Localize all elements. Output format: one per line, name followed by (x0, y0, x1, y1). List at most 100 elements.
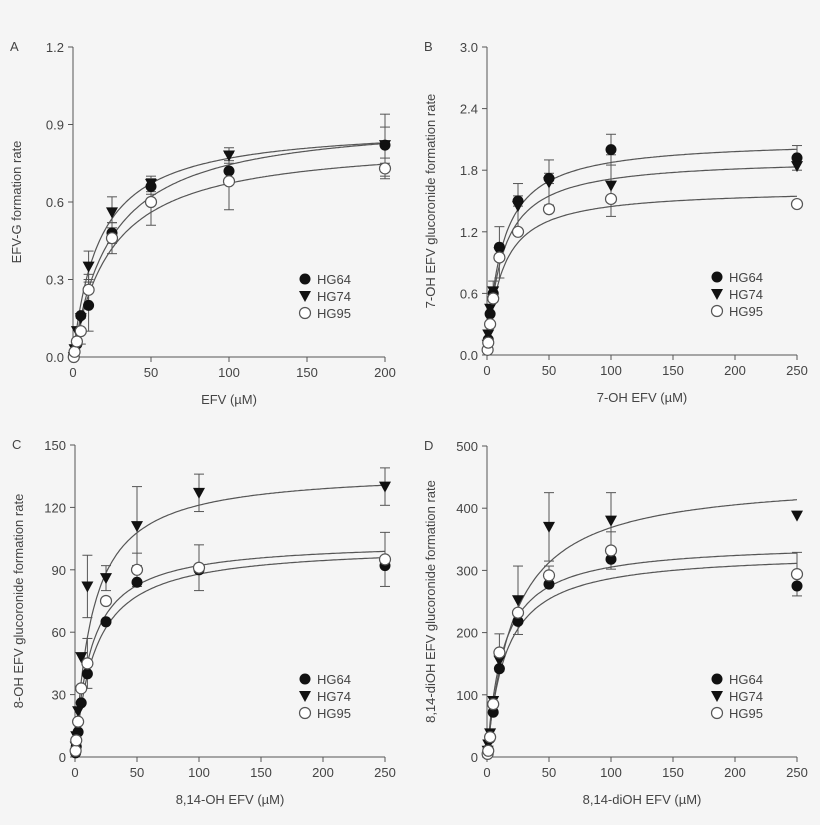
fit-curve-hg95 (486, 552, 798, 758)
marker-hg95 (105, 232, 119, 245)
marker-hg95 (487, 698, 500, 711)
marker-hg95 (69, 744, 82, 757)
y-tick-label: 0.6 (460, 286, 478, 301)
y-tick-label: 100 (456, 688, 478, 703)
x-tick-label: 50 (542, 363, 556, 378)
panel-label: B (424, 39, 433, 54)
x-tick-label: 100 (218, 365, 240, 380)
y-tick-label: 0 (59, 750, 66, 765)
marker-hg74 (299, 691, 311, 702)
legend-label-hg64: HG64 (729, 270, 763, 285)
marker-hg95 (144, 195, 158, 209)
marker-hg74 (100, 573, 112, 585)
marker-hg64 (83, 299, 95, 311)
y-tick-label: 1.2 (460, 225, 478, 240)
marker-hg95 (222, 175, 236, 188)
y-tick-label: 400 (456, 501, 478, 516)
marker-hg95 (82, 283, 95, 296)
x-tick-label: 100 (188, 765, 210, 780)
legend-label-hg74: HG74 (317, 689, 351, 704)
marker-hg74 (605, 515, 617, 527)
marker-hg74 (711, 289, 723, 300)
x-tick-label: 250 (786, 765, 808, 780)
marker-hg74 (711, 691, 723, 702)
marker-hg74 (543, 177, 555, 189)
fit-curve-hg95 (486, 195, 797, 356)
marker-hg74 (193, 487, 205, 499)
marker-hg95 (298, 306, 312, 320)
x-axis-label: 7-OH EFV (µM) (597, 390, 688, 405)
y-tick-label: 150 (44, 438, 66, 453)
x-axis-label: 8,14-OH EFV (µM) (176, 792, 285, 807)
x-tick-label: 100 (600, 765, 622, 780)
marker-hg64 (131, 576, 143, 588)
x-tick-label: 150 (296, 365, 318, 380)
legend-label-hg64: HG64 (729, 672, 763, 687)
marker-hg64 (223, 165, 235, 177)
marker-hg74 (493, 655, 506, 667)
marker-hg74 (512, 595, 524, 607)
marker-hg95 (493, 251, 506, 264)
y-tick-label: 200 (456, 626, 478, 641)
marker-hg95 (710, 304, 724, 318)
y-axis-label: 8-OH EFV glucoronide formation rate (11, 494, 26, 709)
y-tick-label: 1.8 (460, 163, 478, 178)
y-tick-label: 30 (52, 688, 66, 703)
marker-hg74 (131, 521, 143, 533)
marker-hg74 (74, 313, 87, 325)
fit-curve-hg74 (486, 166, 798, 356)
fit-curve-hg74 (74, 484, 386, 758)
marker-hg95 (378, 162, 392, 175)
x-tick-label: 250 (786, 363, 808, 378)
x-tick-label: 200 (312, 765, 334, 780)
marker-hg74 (223, 150, 235, 162)
x-tick-label: 100 (600, 363, 622, 378)
marker-hg64 (605, 553, 617, 565)
marker-hg95 (493, 646, 506, 659)
x-axis-label: 8,14-diOH EFV (µM) (583, 792, 702, 807)
x-tick-label: 150 (250, 765, 272, 780)
marker-hg74 (379, 140, 391, 152)
marker-hg74 (484, 303, 497, 315)
marker-hg95 (511, 606, 525, 619)
marker-hg95 (482, 744, 495, 757)
y-axis-label: 7-OH EFV glucoronide formation rate (423, 94, 438, 309)
x-axis-label: EFV (µM) (201, 392, 257, 407)
y-tick-label: 500 (456, 439, 478, 454)
y-tick-label: 60 (52, 625, 66, 640)
legend-label-hg95: HG95 (729, 706, 763, 721)
marker-hg74 (791, 510, 803, 522)
marker-hg95 (484, 318, 497, 331)
marker-hg95 (378, 553, 392, 566)
x-tick-label: 50 (144, 365, 158, 380)
fit-curve-hg74 (486, 499, 798, 758)
marker-hg74 (106, 207, 118, 219)
marker-hg95 (99, 594, 113, 608)
x-tick-label: 150 (662, 363, 684, 378)
marker-hg64 (75, 697, 87, 709)
legend-label-hg95: HG95 (317, 306, 351, 321)
marker-hg74 (543, 521, 555, 533)
marker-hg64 (711, 271, 723, 283)
y-tick-label: 0.0 (460, 348, 478, 363)
marker-hg74 (512, 201, 524, 213)
marker-hg64 (543, 578, 555, 590)
marker-hg64 (711, 673, 723, 685)
x-tick-label: 50 (542, 765, 556, 780)
marker-hg64 (81, 668, 93, 680)
panel-c: C 0 50 100 150 200 250 0 30 60 90 120 150 8,14-OH EFV… (11, 437, 396, 807)
marker-hg95 (790, 568, 804, 581)
legend-label-hg95: HG95 (729, 304, 763, 319)
x-tick-label: 200 (724, 363, 746, 378)
marker-hg74 (72, 706, 85, 718)
panel-label: D (424, 438, 433, 453)
y-tick-label: 0.0 (46, 350, 64, 365)
fit-curve-hg64 (486, 562, 797, 758)
marker-hg95 (71, 715, 85, 728)
y-tick-label: 0.6 (46, 195, 64, 210)
marker-hg64 (512, 615, 524, 627)
fit-curve-hg64 (74, 557, 386, 758)
y-axis-label: EFV-G formation rate (9, 141, 24, 264)
marker-hg74 (487, 286, 500, 298)
